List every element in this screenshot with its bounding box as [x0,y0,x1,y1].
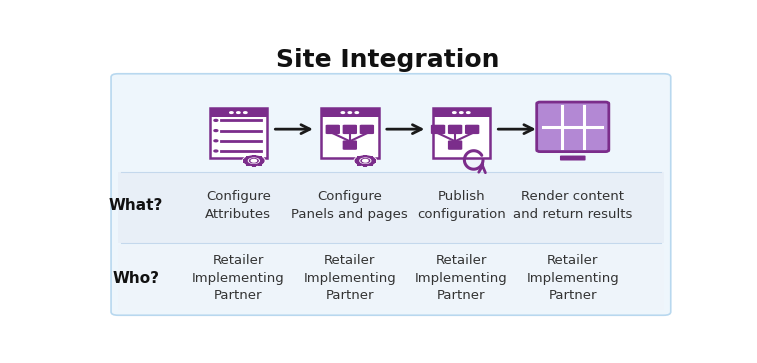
FancyBboxPatch shape [258,156,262,160]
FancyBboxPatch shape [448,125,463,134]
Circle shape [237,112,240,113]
Circle shape [214,130,218,131]
Text: Retailer
Implementing
Partner: Retailer Implementing Partner [192,254,285,302]
Text: Retailer
Implementing
Partner: Retailer Implementing Partner [304,254,396,302]
Circle shape [348,112,351,113]
Circle shape [229,112,233,113]
Circle shape [466,112,470,113]
Circle shape [250,159,258,163]
Circle shape [459,112,463,113]
FancyBboxPatch shape [431,125,445,134]
FancyBboxPatch shape [326,125,340,134]
Circle shape [355,112,359,113]
FancyBboxPatch shape [210,109,267,117]
FancyBboxPatch shape [355,159,359,163]
FancyBboxPatch shape [537,102,609,152]
Circle shape [354,155,376,166]
FancyBboxPatch shape [432,109,490,117]
FancyBboxPatch shape [360,125,374,134]
Circle shape [341,112,344,113]
FancyBboxPatch shape [118,172,664,244]
Circle shape [214,140,218,142]
Circle shape [244,112,247,113]
FancyBboxPatch shape [343,125,357,134]
FancyBboxPatch shape [210,109,267,158]
Text: Render content
and return results: Render content and return results [513,191,632,221]
Circle shape [363,159,368,162]
Text: What?: What? [108,198,163,213]
Text: Publish
configuration: Publish configuration [417,191,506,221]
Text: Site Integration: Site Integration [276,48,500,72]
Circle shape [214,150,218,152]
FancyBboxPatch shape [363,155,367,159]
FancyBboxPatch shape [363,163,367,167]
Text: Who?: Who? [112,271,159,286]
FancyBboxPatch shape [448,140,463,150]
FancyBboxPatch shape [560,155,586,160]
FancyBboxPatch shape [258,162,262,166]
FancyBboxPatch shape [372,159,375,163]
FancyBboxPatch shape [252,155,256,159]
Circle shape [360,158,371,163]
FancyBboxPatch shape [357,162,361,166]
Text: Retailer
Implementing
Partner: Retailer Implementing Partner [415,254,508,302]
FancyBboxPatch shape [246,156,250,160]
Circle shape [251,159,257,162]
FancyBboxPatch shape [252,163,256,167]
Circle shape [355,156,375,166]
FancyBboxPatch shape [369,162,373,166]
Text: Retailer
Implementing
Partner: Retailer Implementing Partner [526,254,619,302]
Circle shape [453,112,456,113]
FancyBboxPatch shape [260,159,264,163]
FancyBboxPatch shape [465,125,479,134]
Circle shape [244,156,264,166]
Circle shape [248,158,260,163]
FancyBboxPatch shape [244,159,248,163]
Circle shape [361,159,369,163]
FancyBboxPatch shape [118,245,664,310]
FancyBboxPatch shape [321,109,378,117]
Text: Configure
Panels and pages: Configure Panels and pages [291,191,408,221]
Circle shape [214,119,218,121]
FancyBboxPatch shape [111,74,671,315]
FancyBboxPatch shape [343,140,357,150]
Circle shape [243,155,265,166]
FancyBboxPatch shape [369,156,373,160]
FancyBboxPatch shape [432,109,490,158]
FancyBboxPatch shape [246,162,250,166]
FancyBboxPatch shape [321,109,378,158]
Text: Configure
Attributes: Configure Attributes [205,191,271,221]
FancyBboxPatch shape [357,156,361,160]
